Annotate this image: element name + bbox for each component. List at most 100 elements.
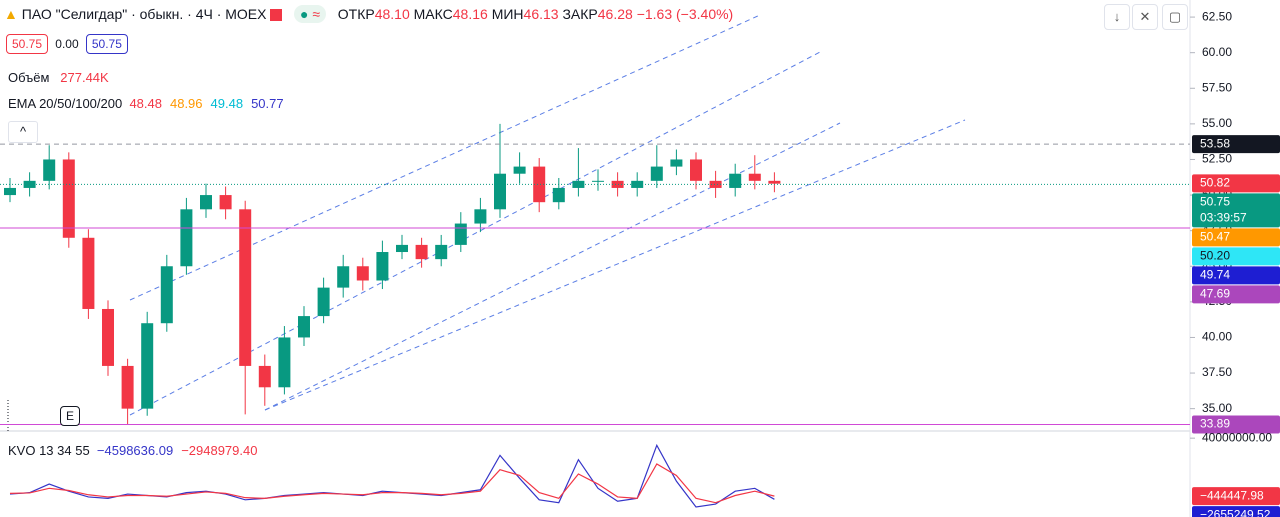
ohlc-label: ОТКР xyxy=(337,6,375,22)
candle-body xyxy=(396,244,408,253)
symbol-text: ПАО "Селигдар" · обыкн. · 4Ч · MOEX xyxy=(21,6,267,22)
ohlc-label: МАКС xyxy=(413,6,453,22)
price-label-bg xyxy=(1192,135,1280,154)
price-label-bg xyxy=(1192,266,1280,285)
kvo-line xyxy=(9,443,775,508)
candle-body xyxy=(43,159,56,181)
candle-body xyxy=(239,209,252,366)
candle-body xyxy=(670,159,683,167)
candle-body xyxy=(121,365,134,409)
price-label-bg xyxy=(1192,228,1280,247)
candle-body xyxy=(415,244,428,260)
earnings-marker[interactable]: E xyxy=(60,406,80,426)
candle-body xyxy=(709,180,722,188)
ema-legend: EMA 20/50/100/200 48.48 48.96 49.48 50.77 xyxy=(8,96,292,111)
price-label: 50.75 xyxy=(1200,195,1230,209)
candle-body xyxy=(592,180,604,182)
candle-body xyxy=(356,266,369,281)
change: −1.63 (−3.40%) xyxy=(636,6,734,22)
candle-body xyxy=(317,287,330,317)
ema-value: 48.48 xyxy=(129,96,162,111)
candle-body xyxy=(572,180,585,188)
price-label: 50.20 xyxy=(1200,249,1230,263)
y-tick-label: 40000000.00 xyxy=(1202,430,1272,444)
y-tick-label: 35.00 xyxy=(1202,401,1232,415)
candle-body xyxy=(748,173,761,181)
price-label: 47.69 xyxy=(1200,287,1230,301)
candle-body xyxy=(454,223,467,245)
candle-body xyxy=(650,166,663,181)
candle-body xyxy=(23,180,36,188)
candle-body xyxy=(474,209,487,224)
candle-body xyxy=(200,195,212,210)
maximize-button[interactable]: ▢ xyxy=(1162,4,1188,30)
ema-value: 49.48 xyxy=(210,96,244,111)
symbol: ▲ ПАО "Селигдар" · обыкн. · 4Ч · MOEX ● … xyxy=(4,5,734,23)
candle-body xyxy=(729,173,742,188)
candle-body xyxy=(278,337,291,388)
volume-legend: Объём 277.44K xyxy=(8,70,109,85)
price-label-bg xyxy=(1192,415,1280,434)
ohlc-value: 46.13 xyxy=(523,6,559,22)
candle-body xyxy=(258,365,271,388)
ema-value: 48.96 xyxy=(169,96,203,111)
candle-body xyxy=(337,266,350,288)
ask[interactable]: 50.75 xyxy=(85,34,128,54)
candle-body xyxy=(376,252,389,281)
candle-body xyxy=(768,180,781,184)
channel-lines xyxy=(129,14,966,416)
candle-body xyxy=(435,244,448,260)
price-label-bg xyxy=(1192,193,1280,228)
candle-body xyxy=(552,187,565,203)
price-label-bg xyxy=(1192,174,1280,193)
kvo-value: −2948979.40 xyxy=(181,443,258,458)
volume-value: 277.44K xyxy=(60,70,109,85)
bid[interactable]: 50.75 xyxy=(6,34,49,54)
y-tick-label: 55.00 xyxy=(1202,116,1232,130)
price-label: 53.58 xyxy=(1200,136,1230,150)
quote: 50.75 0.00 50.75 xyxy=(6,34,128,54)
y-tick-label: 52.50 xyxy=(1202,152,1232,166)
candle-body xyxy=(160,266,173,324)
candle-body xyxy=(102,308,114,366)
price-label-timer: 03:39:57 xyxy=(1200,211,1247,225)
price-label: −2655249.52 xyxy=(1200,507,1271,517)
volume-label: Объём xyxy=(8,70,50,85)
candle-body xyxy=(82,237,95,309)
ohlc-value: 48.16 xyxy=(452,6,488,22)
ohlc-value: 46.28 xyxy=(597,6,633,22)
price-label: 50.82 xyxy=(1200,176,1230,190)
candle-body xyxy=(219,195,232,210)
ohlc-value: 48.10 xyxy=(374,6,410,22)
y-tick-label: 37.50 xyxy=(1202,365,1232,379)
price-label: 49.74 xyxy=(1200,268,1230,282)
candle-body xyxy=(180,209,193,267)
y-tick-label: 57.50 xyxy=(1202,80,1232,94)
candle-body xyxy=(513,166,526,174)
kvo-legend: KVO 13 34 55 −4598636.09 −2948979.40 xyxy=(8,443,265,458)
candle-body xyxy=(494,173,506,210)
price-label-bg xyxy=(1192,506,1280,517)
collapse-button[interactable]: ^ xyxy=(8,121,38,143)
ema-label: EMA 20/50/100/200 xyxy=(8,96,123,111)
candle-body xyxy=(298,316,310,338)
price-label: 50.47 xyxy=(1200,230,1230,244)
down-button[interactable]: ↓ xyxy=(1104,4,1130,30)
price-label: 33.89 xyxy=(1200,417,1230,431)
candle-body xyxy=(4,187,16,196)
price-label-bg xyxy=(1192,487,1280,506)
y-tick-label: 60.00 xyxy=(1202,45,1232,59)
candle-body xyxy=(690,159,702,181)
collapse-button[interactable]: ✕ xyxy=(1132,4,1158,30)
ema-value: 50.77 xyxy=(251,96,284,111)
price-label-bg xyxy=(1192,285,1280,304)
y-tick-label: 62.50 xyxy=(1202,9,1232,23)
price-label: −444447.98 xyxy=(1200,488,1264,502)
ohlc-label: ЗАКР xyxy=(562,6,598,22)
y-tick-label: 40.00 xyxy=(1202,330,1232,344)
candle-body xyxy=(141,323,154,409)
candle-body xyxy=(62,159,75,238)
candle-body xyxy=(611,180,624,188)
